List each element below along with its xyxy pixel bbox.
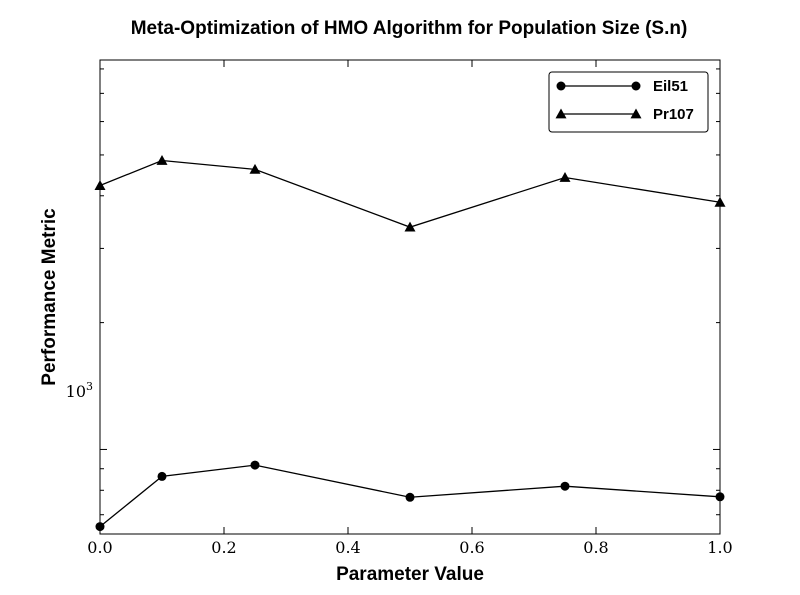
series-layer (94, 155, 726, 532)
series-line-pr107 (99, 159, 721, 228)
data-point-pr107 (156, 155, 168, 165)
data-point-eil51 (157, 471, 167, 481)
data-point-pr107 (249, 163, 261, 174)
legend-marker-pr107 (555, 108, 567, 119)
x-tick-label: 0.8 (583, 538, 608, 557)
data-point-pr107 (714, 196, 726, 207)
series-line-eil51 (99, 464, 721, 528)
data-point-pr107 (404, 221, 416, 232)
y-axis (100, 68, 720, 516)
x-axis-label: Parameter Value (336, 564, 484, 585)
x-tick-label: 0.6 (459, 538, 484, 557)
x-tick-label: 0.0 (87, 538, 112, 557)
legend-label-pr107: Pr107 (653, 106, 694, 123)
chart-title: Meta-Optimization of HMO Algorithm for P… (131, 18, 688, 39)
data-point-eil51 (715, 492, 725, 502)
data-point-eil51 (250, 460, 260, 470)
legend-marker-eil51 (556, 81, 566, 91)
plot-area (99, 59, 721, 535)
x-axis: 0.0 0.2 0.4 0.6 0.8 1.0 (87, 60, 733, 557)
legend-label-eil51: Eil51 (653, 78, 688, 95)
data-point-eil51 (405, 492, 415, 502)
data-point-eil51 (560, 481, 570, 491)
x-tick-label: 1.0 (707, 538, 732, 557)
x-tick-label: 0.2 (211, 538, 236, 557)
y-axis-label: Performance Metric (39, 208, 60, 386)
legend-marker-pr107 (630, 108, 642, 119)
legend-box (548, 71, 709, 133)
data-point-pr107 (559, 171, 571, 182)
legend: Eil51 Pr107 (548, 71, 709, 133)
data-point-pr107 (94, 180, 106, 190)
x-tick-label: 0.4 (335, 538, 360, 557)
data-point-eil51 (95, 522, 105, 532)
legend-marker-eil51 (631, 81, 641, 91)
y-tick-label: 103 (66, 380, 93, 401)
